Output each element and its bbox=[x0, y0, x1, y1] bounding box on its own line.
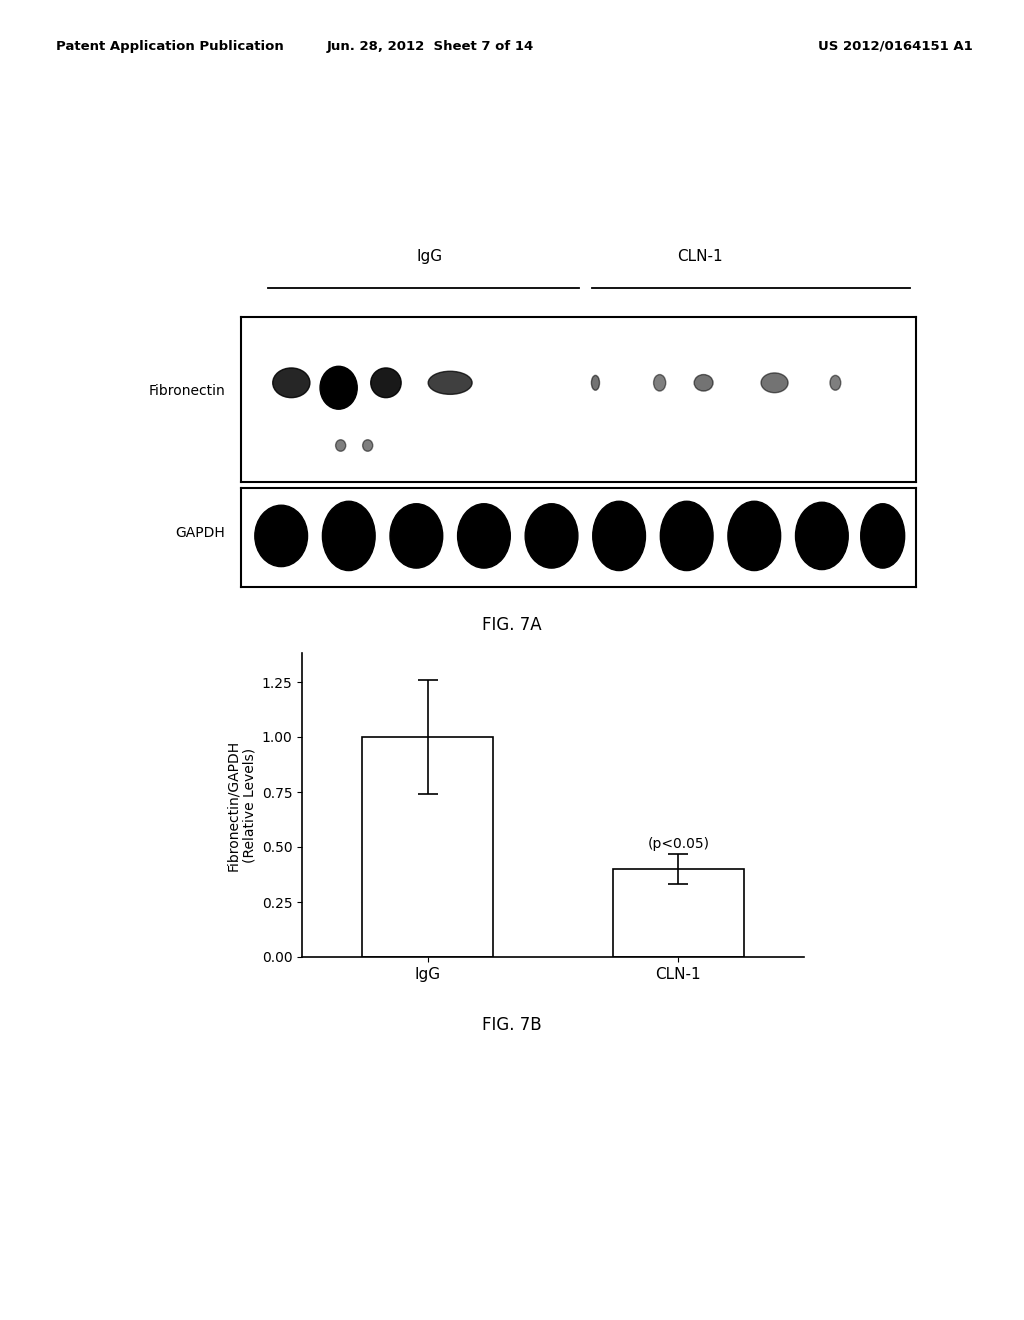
Text: FIG. 7B: FIG. 7B bbox=[482, 1016, 542, 1035]
Text: FIG. 7A: FIG. 7A bbox=[482, 616, 542, 635]
Ellipse shape bbox=[272, 368, 310, 397]
Ellipse shape bbox=[323, 502, 375, 570]
Ellipse shape bbox=[458, 504, 510, 568]
Ellipse shape bbox=[796, 502, 848, 570]
Text: (p<0.05): (p<0.05) bbox=[647, 837, 710, 851]
Ellipse shape bbox=[321, 366, 357, 409]
Y-axis label: Fibronectin/GAPDH
(Relative Levels): Fibronectin/GAPDH (Relative Levels) bbox=[226, 739, 256, 871]
Ellipse shape bbox=[525, 504, 578, 568]
Ellipse shape bbox=[371, 368, 401, 397]
Text: CLN-1: CLN-1 bbox=[678, 249, 723, 264]
Ellipse shape bbox=[653, 375, 666, 391]
Ellipse shape bbox=[336, 440, 346, 451]
Ellipse shape bbox=[694, 375, 713, 391]
Ellipse shape bbox=[761, 372, 788, 393]
Text: GAPDH: GAPDH bbox=[175, 525, 225, 540]
Ellipse shape bbox=[255, 506, 307, 566]
Text: IgG: IgG bbox=[417, 249, 443, 264]
Ellipse shape bbox=[390, 504, 442, 568]
Ellipse shape bbox=[830, 375, 841, 391]
Ellipse shape bbox=[728, 502, 780, 570]
Text: Fibronectin: Fibronectin bbox=[148, 384, 225, 399]
Text: US 2012/0164151 A1: US 2012/0164151 A1 bbox=[818, 40, 973, 53]
Ellipse shape bbox=[592, 375, 599, 391]
Ellipse shape bbox=[593, 502, 645, 570]
Bar bbox=[613, 869, 743, 957]
Ellipse shape bbox=[861, 504, 904, 568]
Bar bbox=[362, 737, 493, 957]
Text: Jun. 28, 2012  Sheet 7 of 14: Jun. 28, 2012 Sheet 7 of 14 bbox=[327, 40, 534, 53]
Ellipse shape bbox=[428, 371, 472, 395]
Text: Patent Application Publication: Patent Application Publication bbox=[56, 40, 284, 53]
Ellipse shape bbox=[362, 440, 373, 451]
Ellipse shape bbox=[660, 502, 713, 570]
